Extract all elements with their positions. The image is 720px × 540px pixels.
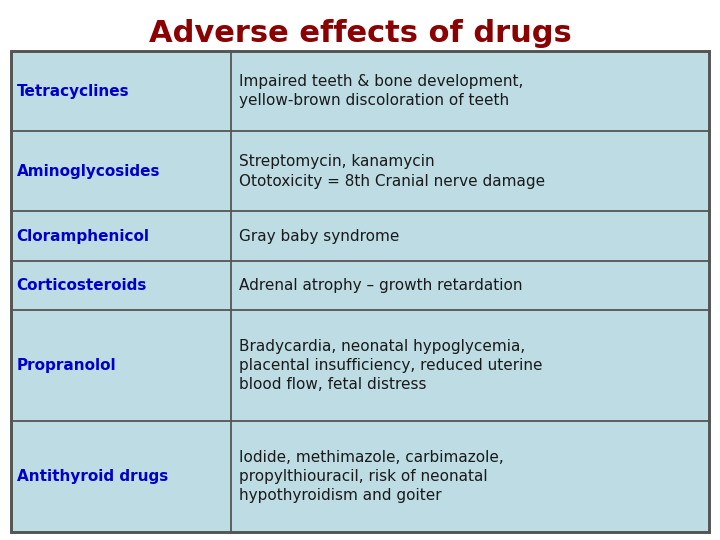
Text: Adverse effects of drugs: Adverse effects of drugs [148, 19, 572, 48]
Text: Impaired teeth & bone development,
yellow-brown discoloration of teeth: Impaired teeth & bone development, yello… [240, 74, 524, 109]
Text: Streptomycin, kanamycin
Ototoxicity = 8th Cranial nerve damage: Streptomycin, kanamycin Ototoxicity = 8t… [240, 154, 546, 188]
Text: Cloramphenicol: Cloramphenicol [17, 228, 150, 244]
Text: Aminoglycosides: Aminoglycosides [17, 164, 160, 179]
Text: Adrenal atrophy – growth retardation: Adrenal atrophy – growth retardation [240, 278, 523, 293]
Text: Tetracyclines: Tetracyclines [17, 84, 129, 99]
FancyBboxPatch shape [11, 51, 709, 532]
Text: Bradycardia, neonatal hypoglycemia,
placental insufficiency, reduced uterine
blo: Bradycardia, neonatal hypoglycemia, plac… [240, 339, 543, 392]
Text: Antithyroid drugs: Antithyroid drugs [17, 469, 168, 484]
Text: Propranolol: Propranolol [17, 358, 116, 373]
Text: Corticosteroids: Corticosteroids [17, 278, 147, 293]
Text: Gray baby syndrome: Gray baby syndrome [240, 228, 400, 244]
Text: Iodide, methimazole, carbimazole,
propylthiouracil, risk of neonatal
hypothyroid: Iodide, methimazole, carbimazole, propyl… [240, 450, 504, 503]
